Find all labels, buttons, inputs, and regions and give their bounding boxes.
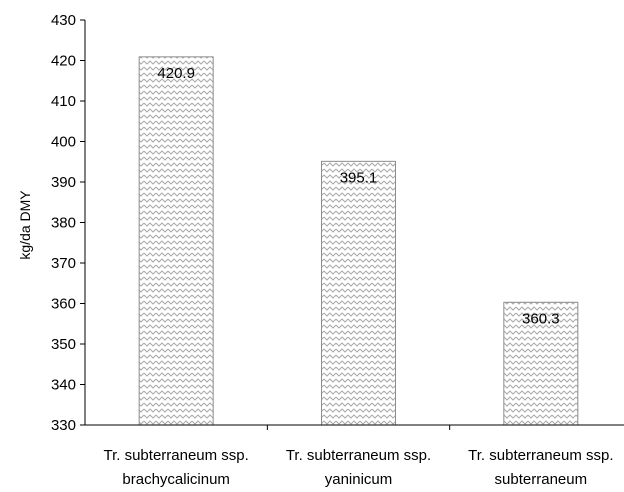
y-tick-label: 340 (51, 377, 76, 394)
y-tick-label: 430 (51, 12, 76, 29)
bar-value-label: 420.9 (157, 65, 195, 82)
bar (503, 301, 579, 426)
y-ticks: 330 340 350 360 370 380 390 400 410 420 430 (51, 12, 85, 434)
bar (138, 56, 214, 426)
x-category-label: subterraneum (495, 471, 588, 488)
x-category-label: yaninicum (325, 471, 393, 488)
x-ticks: Tr. subterraneum ssp. brachycalicinum Tr. … (103, 425, 614, 488)
y-tick-label: 330 (51, 417, 76, 434)
bar-value-label: 360.3 (522, 310, 560, 327)
bar (321, 160, 396, 426)
y-tick-label: 400 (51, 134, 76, 151)
y-tick-label: 410 (51, 93, 76, 110)
bars: 420.9 395.1 360.3 (138, 56, 579, 426)
y-axis-title: kg/da DMY (17, 190, 33, 260)
x-category-label: Tr. subterraneum ssp. (103, 447, 248, 464)
y-tick-label: 370 (51, 255, 76, 272)
y-tick-label: 350 (51, 336, 76, 353)
x-category-label: Tr. subterraneum ssp. (286, 447, 431, 464)
y-tick-label: 390 (51, 174, 76, 191)
x-category-label: Tr. subterraneum ssp. (468, 447, 613, 464)
y-tick-label: 360 (51, 296, 76, 313)
y-tick-label: 420 (51, 53, 76, 70)
y-tick-label: 380 (51, 215, 76, 232)
bar-value-label: 395.1 (340, 169, 378, 186)
x-category-label: brachycalicinum (122, 471, 230, 488)
